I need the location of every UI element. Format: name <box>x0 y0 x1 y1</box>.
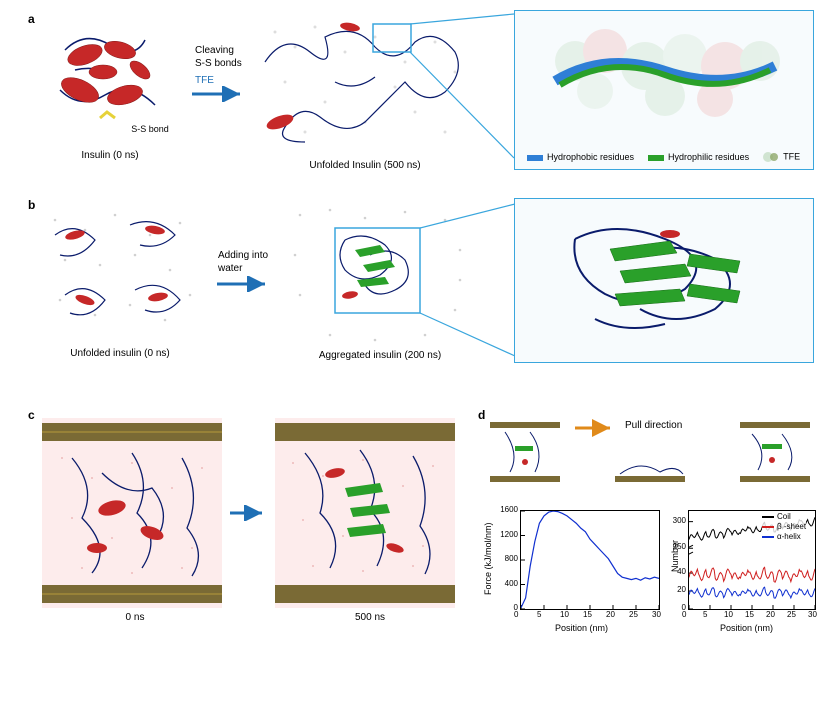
panel-b-arrow-text2: water <box>218 263 242 274</box>
force-position-chart <box>520 510 660 610</box>
legend-tfe: TFE <box>763 151 800 163</box>
zoom-connector-b <box>420 200 520 360</box>
panel-d-label: d <box>478 408 485 422</box>
panel-c-500ns <box>275 418 455 608</box>
panel-c-500ns-caption: 500 ns <box>345 612 395 623</box>
force-xlabel: Position (nm) <box>555 623 608 633</box>
panel-a-arrow-text2: S-S bonds <box>195 58 242 69</box>
arrow-icon <box>190 86 250 102</box>
zoom-connector-a <box>410 10 520 160</box>
panel-a-native-caption: Insulin (0 ns) <box>55 150 165 161</box>
panel-b-unfolded <box>40 205 205 345</box>
panel-a-unfolded-caption: Unfolded Insulin (500 ns) <box>285 160 445 171</box>
panel-c-0ns-caption: 0 ns <box>115 612 155 623</box>
panel-a-label: a <box>28 12 35 26</box>
ss-bond-label: S-S bond <box>120 124 180 134</box>
panel-b-zoom <box>514 198 814 363</box>
panel-b-arrow-text1: Adding into <box>218 250 268 261</box>
ss-chart-legend: Coilβ -sheetα-helix <box>762 512 806 542</box>
panel-a-zoom: Hydrophobic residues Hydrophilic residue… <box>514 10 814 170</box>
force-ylabel: Force (kJ/mol/nm) <box>483 522 493 595</box>
legend-hydrophobic: Hydrophobic residues <box>527 152 634 162</box>
panel-a-arrow-text1: Cleaving <box>195 45 234 56</box>
legend-hydrophilic: Hydrophilic residues <box>648 152 749 162</box>
ss-xlabel: Position (nm) <box>720 623 773 633</box>
panel-b-left-caption: Unfolded insulin (0 ns) <box>55 348 185 359</box>
panel-c-label: c <box>28 408 35 422</box>
pull-direction-label: Pull direction <box>625 420 682 431</box>
panel-a-insulin-native <box>45 20 175 140</box>
panel-b-label: b <box>28 198 35 212</box>
arrow-icon <box>215 276 275 292</box>
panel-c-0ns <box>42 418 222 608</box>
arrow-icon <box>228 505 270 521</box>
panel-a-arrow-text3: TFE <box>195 75 214 86</box>
